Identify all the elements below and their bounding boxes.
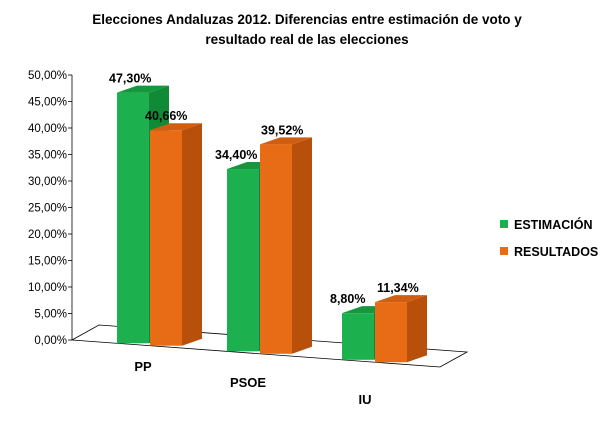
bar-estimacion-iu-front — [342, 313, 374, 360]
data-label-estimacion-iu: 8,80% — [330, 292, 365, 306]
bar-resultados-pp-side — [182, 123, 202, 346]
data-label-resultados-pp: 40,66% — [145, 109, 187, 123]
legend-label-estimacion: ESTIMACIÓN — [514, 217, 592, 232]
bar-resultados-psoe-top — [260, 137, 312, 145]
y-tick-label: 10,00% — [28, 282, 67, 294]
y-tick-label: 50,00% — [28, 70, 67, 82]
bar-resultados-pp-top — [150, 123, 202, 131]
bar-resultados-iu-top — [375, 295, 427, 303]
legend: ESTIMACIÓN RESULTADOS — [500, 217, 598, 259]
bar-resultados-iu-side — [407, 295, 427, 363]
bars — [117, 85, 427, 363]
bar-resultados-psoe-front — [260, 144, 292, 354]
data-label-resultados-psoe: 39,52% — [261, 123, 303, 137]
data-label-estimacion-pp: 47,30% — [109, 72, 151, 86]
data-label-estimacion-psoe: 34,40% — [215, 148, 257, 162]
data-label-resultados-iu: 11,34% — [377, 281, 419, 295]
chart-title-line-2: resultado real de las elecciones — [205, 32, 408, 47]
bar-estimacion-pp-top — [117, 85, 169, 93]
y-tick-label: 15,00% — [28, 256, 67, 268]
y-tick-label: 25,00% — [28, 203, 67, 215]
y-tick-label: 35,00% — [28, 150, 67, 162]
y-tick-label: 20,00% — [28, 229, 67, 241]
category-label-pp: PP — [134, 359, 152, 374]
bar-resultados-iu-front — [375, 302, 407, 363]
y-tick-label: 30,00% — [28, 176, 67, 188]
bar-estimacion-psoe-front — [227, 169, 259, 352]
legend-swatch-estimacion — [500, 220, 508, 228]
category-label-iu: IU — [359, 392, 372, 407]
y-tick-label: 5,00% — [34, 309, 67, 321]
bar-estimacion-pp-front — [117, 92, 149, 344]
y-tick-label: 0,00% — [34, 335, 67, 347]
bar-resultados-psoe-side — [292, 137, 312, 354]
legend-swatch-resultados — [500, 247, 508, 255]
legend-label-resultados: RESULTADOS — [514, 245, 598, 259]
y-tick-label: 45,00% — [28, 97, 67, 109]
data-labels: PP 47,30% 40,66% PSOE 34,40% 39,52% IU 8,80% 11,… — [109, 72, 419, 407]
bar-resultados-pp-front — [150, 130, 182, 346]
chart-title-line-1: Elecciones Andaluzas 2012. Diferencias e… — [92, 12, 522, 27]
y-tick-label: 40,00% — [28, 123, 67, 135]
category-label-psoe: PSOE — [230, 375, 266, 390]
